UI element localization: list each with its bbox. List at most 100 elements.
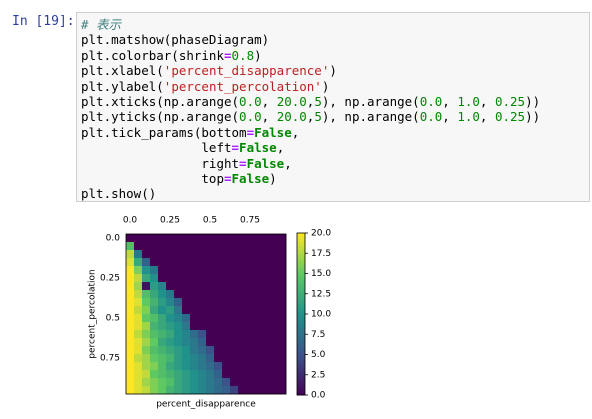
heatmap-cell (222, 362, 231, 371)
heatmap-cell (270, 250, 279, 259)
heatmap-cell (198, 378, 207, 387)
heatmap-cell (238, 258, 247, 267)
colorbar-segment (297, 386, 305, 391)
heatmap-cell (190, 386, 199, 395)
heatmap-cell (222, 386, 231, 395)
code-line: # 表示 (81, 17, 122, 32)
heatmap-cell (182, 266, 191, 275)
heatmap-cell (142, 346, 151, 355)
heatmap-cell (238, 266, 247, 275)
heatmap-cell (222, 306, 231, 315)
heatmap-cell (278, 354, 287, 363)
heatmap-cell (230, 322, 239, 331)
heatmap-cell (270, 378, 279, 387)
heatmap-cell (166, 290, 175, 299)
heatmap-cell (246, 266, 255, 275)
colorbar-segment (297, 297, 305, 301)
heatmap-cell (246, 282, 255, 291)
heatmap-cell (214, 378, 223, 387)
colorbar-segment (297, 378, 305, 382)
colorbar-segment (297, 235, 305, 239)
heatmap-cell (174, 346, 183, 355)
heatmap-cell (190, 306, 199, 315)
colorbar-segment (297, 262, 305, 266)
colorbar-segment (297, 249, 305, 253)
heatmap-cell (126, 250, 135, 259)
heatmap-cell (134, 258, 143, 267)
heatmap-cell (174, 362, 183, 371)
heatmap-cell (238, 242, 247, 251)
heatmap-cell (278, 338, 287, 347)
heatmap-cell (198, 370, 207, 379)
heatmap-cell (206, 362, 215, 371)
heatmap-cell (182, 362, 191, 371)
colorbar-segment (297, 346, 305, 350)
heatmap-cell (158, 290, 167, 299)
heatmap-cell (150, 306, 159, 315)
heatmap-cell (198, 242, 207, 251)
heatmap-cell (214, 314, 223, 323)
heatmap-cell (166, 282, 175, 291)
heatmap-cell (206, 330, 215, 339)
heatmap-cell (142, 274, 151, 283)
heatmap-cell (254, 298, 263, 307)
heatmap-cell (270, 330, 279, 339)
heatmap-cell (222, 298, 231, 307)
heatmap-cell (142, 330, 151, 339)
heatmap-cell (206, 370, 215, 379)
heatmap-cell (206, 258, 215, 267)
heatmap-cell (206, 274, 215, 283)
heatmap-cell (230, 258, 239, 267)
heatmap-cell (206, 346, 215, 355)
heatmap-cell (222, 266, 231, 275)
heatmap-cell (158, 274, 167, 283)
heatmap-cell (150, 298, 159, 307)
heatmap-cell (190, 354, 199, 363)
heatmap-cell (214, 346, 223, 355)
heatmap-cell (262, 386, 271, 395)
colorbar-segment (297, 292, 305, 296)
heatmap-cell (142, 258, 151, 267)
heatmap-cell (270, 306, 279, 315)
colorbar-segment (297, 349, 305, 353)
heatmap-cell (174, 314, 183, 323)
heatmap-cell (238, 346, 247, 355)
heatmap-cell (158, 386, 167, 395)
plot-frame (125, 233, 287, 395)
heatmap-cell (230, 378, 239, 387)
heatmap-cell (158, 330, 167, 339)
code-cell[interactable]: # 表示 plt.matshow(phaseDiagram) plt.colorba… (76, 12, 590, 202)
heatmap-cell (246, 234, 255, 243)
heatmap-cell (246, 370, 255, 379)
x-tick-label: 0.75 (240, 216, 260, 226)
heatmap-cell (238, 234, 247, 243)
heatmap-cell (174, 234, 183, 243)
heatmap-cell (254, 346, 263, 355)
heatmap-cell (254, 354, 263, 363)
heatmap-cell (206, 338, 215, 347)
heatmap-cell (214, 322, 223, 331)
heatmap-cell (206, 306, 215, 315)
code-line: left=False, (81, 140, 285, 156)
heatmap-cell (262, 354, 271, 363)
heatmap-cell (206, 386, 215, 395)
colorbar-tick-label: 5.0 (311, 350, 326, 360)
colorbar-segment (297, 357, 305, 361)
heatmap-cell (270, 298, 279, 307)
heatmap-cell (150, 362, 159, 371)
heatmap-cell (142, 298, 151, 307)
heatmap-cell (246, 346, 255, 355)
colorbar-segment (297, 338, 305, 342)
heatmap-cell (174, 258, 183, 267)
heatmap-cell (222, 274, 231, 283)
colorbar-segment (297, 246, 305, 250)
heatmap-cell (126, 274, 135, 283)
heatmap-cell (214, 266, 223, 275)
heatmap-cell (158, 298, 167, 307)
heatmap-cell (214, 338, 223, 347)
heatmap-cell (174, 338, 183, 347)
heatmap-cell (150, 354, 159, 363)
heatmap-cell (190, 338, 199, 347)
colorbar-segment (297, 265, 305, 269)
heatmap-cell (190, 370, 199, 379)
